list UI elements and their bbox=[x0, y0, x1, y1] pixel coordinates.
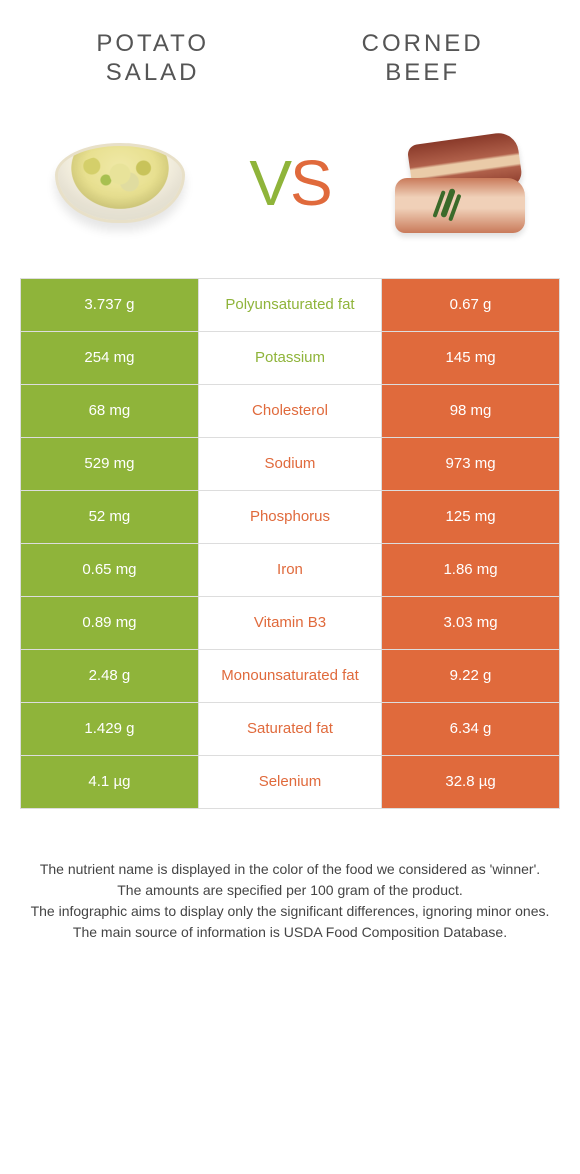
footer-line: The amounts are specified per 100 gram o… bbox=[30, 880, 550, 901]
nutrient-name: Polyunsaturated fat bbox=[198, 278, 381, 331]
right-value: 1.86 mg bbox=[381, 543, 559, 596]
left-value: 0.89 mg bbox=[20, 596, 198, 649]
table-row: 52 mgPhosphorus125 mg bbox=[20, 490, 559, 543]
table-row: 0.89 mgVitamin B33.03 mg bbox=[20, 596, 559, 649]
nutrient-name: Potassium bbox=[198, 331, 381, 384]
left-value: 529 mg bbox=[20, 437, 198, 490]
right-value: 98 mg bbox=[381, 384, 559, 437]
right-value: 145 mg bbox=[381, 331, 559, 384]
food-right-image bbox=[380, 118, 540, 248]
left-value: 2.48 g bbox=[20, 649, 198, 702]
right-value: 32.8 µg bbox=[381, 755, 559, 808]
right-value: 3.03 mg bbox=[381, 596, 559, 649]
nutrient-name: Monounsaturated fat bbox=[198, 649, 381, 702]
left-value: 0.65 mg bbox=[20, 543, 198, 596]
nutrient-name: Selenium bbox=[198, 755, 381, 808]
footer-line: The infographic aims to display only the… bbox=[30, 901, 550, 922]
nutrient-name: Cholesterol bbox=[198, 384, 381, 437]
left-value: 52 mg bbox=[20, 490, 198, 543]
table-row: 254 mgPotassium145 mg bbox=[20, 331, 559, 384]
table-row: 529 mgSodium973 mg bbox=[20, 437, 559, 490]
nutrient-name: Sodium bbox=[198, 437, 381, 490]
table-row: 4.1 µgSelenium32.8 µg bbox=[20, 755, 559, 808]
table-row: 2.48 gMonounsaturated fat9.22 g bbox=[20, 649, 559, 702]
comparison-table: 3.737 gPolyunsaturated fat0.67 g254 mgPo… bbox=[20, 278, 560, 809]
left-value: 254 mg bbox=[20, 331, 198, 384]
nutrient-name: Vitamin B3 bbox=[198, 596, 381, 649]
left-value: 4.1 µg bbox=[20, 755, 198, 808]
vs-label: VS bbox=[249, 146, 330, 220]
right-value: 9.22 g bbox=[381, 649, 559, 702]
table-row: 68 mgCholesterol98 mg bbox=[20, 384, 559, 437]
nutrient-name: Iron bbox=[198, 543, 381, 596]
left-value: 1.429 g bbox=[20, 702, 198, 755]
left-value: 68 mg bbox=[20, 384, 198, 437]
hero-row: VS bbox=[0, 98, 580, 278]
food-right-title: Corned Beef bbox=[362, 30, 484, 88]
footer-line: The main source of information is USDA F… bbox=[30, 922, 550, 943]
header: Potato Salad Corned Beef bbox=[0, 0, 580, 98]
corned-beef-icon bbox=[385, 128, 535, 238]
right-value: 973 mg bbox=[381, 437, 559, 490]
right-value: 6.34 g bbox=[381, 702, 559, 755]
left-value: 3.737 g bbox=[20, 278, 198, 331]
table-row: 0.65 mgIron1.86 mg bbox=[20, 543, 559, 596]
table-row: 1.429 gSaturated fat6.34 g bbox=[20, 702, 559, 755]
footer-line: The nutrient name is displayed in the co… bbox=[30, 859, 550, 880]
footer-notes: The nutrient name is displayed in the co… bbox=[0, 809, 580, 963]
nutrient-name: Saturated fat bbox=[198, 702, 381, 755]
potato-salad-icon bbox=[55, 143, 185, 223]
food-left-image bbox=[40, 118, 200, 248]
nutrient-name: Phosphorus bbox=[198, 490, 381, 543]
food-left-title: Potato Salad bbox=[96, 30, 209, 88]
table-row: 3.737 gPolyunsaturated fat0.67 g bbox=[20, 278, 559, 331]
right-value: 0.67 g bbox=[381, 278, 559, 331]
right-value: 125 mg bbox=[381, 490, 559, 543]
